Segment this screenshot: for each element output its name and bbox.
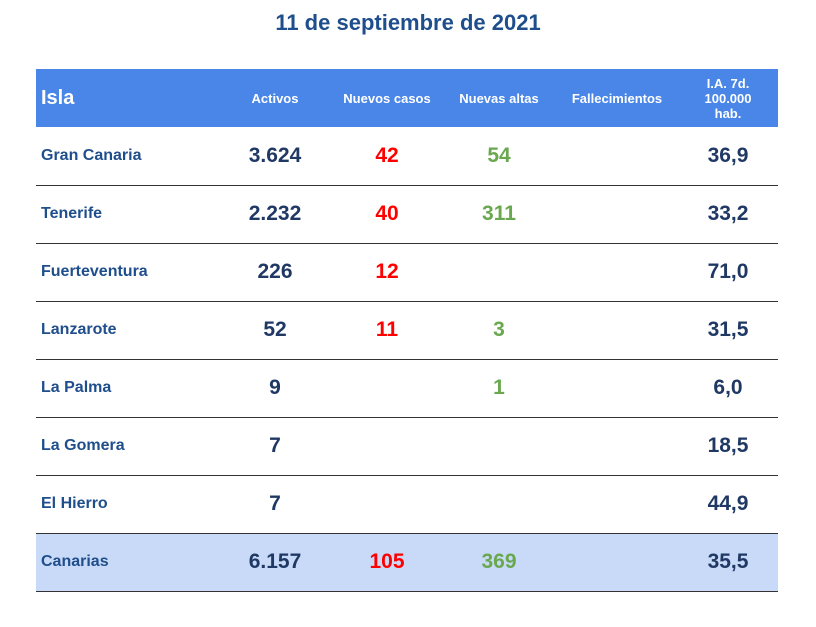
cell-nuevos-casos bbox=[332, 359, 442, 417]
cell-isla: Gran Canaria bbox=[41, 146, 142, 164]
total-row: Canarias 6.157 105 369 35,5 bbox=[36, 533, 778, 591]
cell-isla: La Palma bbox=[41, 379, 112, 396]
table-row: La Palma 9 1 6,0 bbox=[36, 359, 778, 417]
total-nuevos-casos: 105 bbox=[369, 550, 405, 573]
cell-fallecimientos bbox=[556, 243, 678, 301]
table-row: Tenerife 2.232 40 311 33,2 bbox=[36, 185, 778, 243]
cell-nuevos-casos: 12 bbox=[375, 260, 399, 283]
cell-nuevos-casos: 40 bbox=[375, 202, 399, 225]
cell-nuevas-altas: 3 bbox=[493, 318, 505, 341]
cell-nuevos-casos bbox=[332, 475, 442, 533]
cell-ia: 36,9 bbox=[707, 143, 749, 167]
header-nuevos-casos: Nuevos casos bbox=[343, 90, 431, 106]
header-activos: Activos bbox=[251, 90, 299, 106]
total-ia: 35,5 bbox=[707, 550, 749, 573]
table-header-row: Isla Activos Nuevos casos Nuevas altas F… bbox=[36, 69, 778, 127]
covid-islands-table: Isla Activos Nuevos casos Nuevas altas F… bbox=[36, 69, 778, 592]
cell-isla: La Gomera bbox=[41, 437, 125, 454]
cell-fallecimientos bbox=[556, 127, 678, 185]
cell-activos: 52 bbox=[263, 318, 287, 341]
table-row: Fuerteventura 226 12 71,0 bbox=[36, 243, 778, 301]
table-row: La Gomera 7 18,5 bbox=[36, 417, 778, 475]
cell-fallecimientos bbox=[556, 185, 678, 243]
cell-fallecimientos bbox=[556, 417, 678, 475]
cell-nuevas-altas bbox=[442, 417, 556, 475]
cell-ia: 6,0 bbox=[713, 376, 743, 399]
cell-isla: El Hierro bbox=[41, 495, 108, 512]
cell-ia: 31,5 bbox=[707, 318, 749, 341]
table-row: Gran Canaria 3.624 42 54 36,9 bbox=[36, 127, 778, 185]
header-nuevas-altas: Nuevas altas bbox=[459, 90, 539, 106]
cell-ia: 18,5 bbox=[707, 434, 749, 457]
cell-isla: Lanzarote bbox=[41, 321, 117, 338]
cell-nuevos-casos bbox=[332, 417, 442, 475]
cell-nuevos-casos: 11 bbox=[375, 318, 399, 341]
cell-nuevas-altas: 311 bbox=[482, 202, 516, 225]
header-fallecimientos: Fallecimientos bbox=[571, 90, 663, 106]
cell-activos: 9 bbox=[269, 376, 281, 399]
cell-activos: 7 bbox=[269, 492, 281, 515]
cell-fallecimientos bbox=[556, 301, 678, 359]
total-fallecimientos bbox=[556, 533, 678, 591]
cell-nuevas-altas: 1 bbox=[493, 376, 505, 399]
page-title: 11 de septiembre de 2021 bbox=[275, 10, 541, 35]
cell-nuevas-altas bbox=[442, 243, 556, 301]
table-row: El Hierro 7 44,9 bbox=[36, 475, 778, 533]
cell-activos: 7 bbox=[269, 434, 281, 457]
cell-nuevas-altas: 54 bbox=[487, 143, 511, 167]
cell-isla: Tenerife bbox=[41, 205, 103, 222]
cell-ia: 33,2 bbox=[707, 202, 749, 225]
cell-nuevas-altas bbox=[442, 475, 556, 533]
cell-nuevos-casos: 42 bbox=[375, 143, 399, 167]
cell-activos: 2.232 bbox=[248, 202, 302, 225]
cell-fallecimientos bbox=[556, 359, 678, 417]
header-isla: Isla bbox=[41, 86, 75, 109]
cell-ia: 44,9 bbox=[707, 492, 749, 515]
total-activos: 6.157 bbox=[248, 550, 302, 573]
cell-isla: Fuerteventura bbox=[41, 263, 148, 280]
cell-ia: 71,0 bbox=[707, 260, 749, 283]
cell-activos: 3.624 bbox=[248, 143, 302, 167]
total-nuevas-altas: 369 bbox=[481, 550, 517, 573]
cell-activos: 226 bbox=[257, 260, 293, 283]
cell-fallecimientos bbox=[556, 475, 678, 533]
table-row: Lanzarote 52 11 3 31,5 bbox=[36, 301, 778, 359]
total-isla: Canarias bbox=[41, 553, 109, 570]
header-ia: I.A. 7d. 100.000 hab. bbox=[704, 75, 752, 121]
